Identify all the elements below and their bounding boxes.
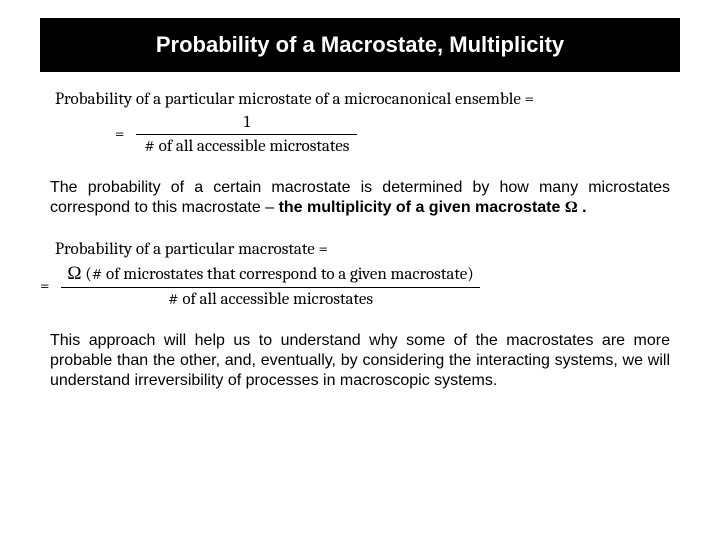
para1-text2-bold: the multiplicity of a given macrostate: [279, 199, 565, 216]
equation2-numerator: Ω (# of microstates that correspond to a…: [61, 263, 479, 287]
equation1-numerator: 1: [136, 113, 357, 134]
equation2-num-text: # of microstates that correspond to a gi…: [92, 265, 467, 284]
equation2-frac: Ω (# of microstates that correspond to a…: [61, 263, 479, 309]
paragraph-2: This approach will help us to understand…: [50, 331, 670, 391]
equation2-lhs: Probability of a particular macrostate =: [55, 240, 720, 259]
equation1-equals: =: [115, 125, 124, 144]
equation2-denominator: # of all accessible microstates: [61, 287, 479, 309]
equation2-equals: =: [40, 277, 49, 296]
equation1-lhs: Probability of a particular microstate o…: [55, 90, 720, 109]
para1-omega: Ω: [565, 199, 578, 216]
para1-text3: .: [578, 199, 587, 216]
equation1-frac: 1 # of all accessible microstates: [136, 113, 357, 156]
equation2-fraction: = Ω (# of microstates that correspond to…: [40, 263, 720, 309]
equation2-omega: Ω: [67, 263, 81, 284]
equation1-denominator: # of all accessible microstates: [136, 134, 357, 156]
equation2-rparen: ): [467, 265, 474, 284]
slide-title: Probability of a Macrostate, Multiplicit…: [40, 18, 680, 72]
paragraph-1: The probability of a certain macrostate …: [50, 178, 670, 218]
equation1-fraction: = 1 # of all accessible microstates: [115, 113, 720, 156]
